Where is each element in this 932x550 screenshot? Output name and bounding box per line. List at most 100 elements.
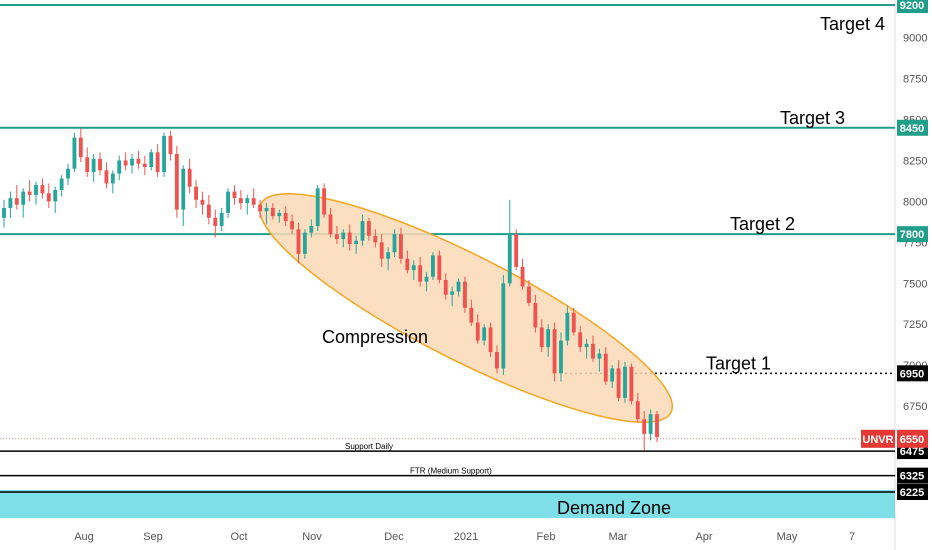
candle-body — [610, 368, 615, 382]
candles-group — [2, 127, 659, 451]
compression-label: Compression — [322, 327, 428, 347]
price-tag-label: 6225 — [900, 487, 924, 499]
candle-body — [366, 221, 371, 236]
candle-body — [514, 234, 519, 267]
y-tick-label: 9000 — [903, 33, 927, 45]
candle-body — [181, 168, 186, 210]
candle-body — [392, 234, 397, 253]
candle-body — [501, 283, 506, 369]
x-tick-label: Nov — [302, 531, 322, 543]
candle-body — [315, 188, 320, 226]
candle-body — [443, 280, 448, 295]
candle-body — [110, 173, 115, 184]
x-tick-label: Mar — [609, 531, 628, 543]
candle-body — [463, 281, 467, 308]
candle-body — [584, 343, 589, 348]
candle-body — [14, 198, 19, 205]
candle-body — [72, 137, 77, 169]
candle-body — [322, 188, 327, 215]
price-tag-label: 8450 — [900, 123, 924, 135]
candle-body — [2, 207, 6, 218]
candle-body — [136, 158, 141, 164]
x-tick-label: Apr — [695, 531, 712, 543]
candle-body — [565, 312, 570, 341]
price-tag-6225 — [897, 484, 928, 500]
y-tick-label: 8750 — [903, 74, 927, 86]
candle-body — [347, 232, 352, 244]
y-tick-label: 6750 — [903, 401, 927, 413]
candle-body — [431, 255, 435, 277]
y-tick-label: 7500 — [903, 278, 927, 290]
x-tick-label: 2021 — [454, 531, 478, 543]
candle-body — [53, 189, 58, 202]
candle-body — [642, 419, 647, 434]
symbol-tag-label: UNVR — [862, 434, 893, 446]
candle-body — [629, 366, 634, 402]
levels-group — [0, 4, 895, 493]
candle-body — [386, 252, 391, 259]
candle-body — [309, 225, 314, 233]
candle-body — [91, 158, 96, 172]
symbol-tag — [861, 429, 895, 448]
candle-body — [213, 217, 218, 226]
candle-body — [187, 168, 192, 187]
target-1-label: Target 1 — [706, 353, 771, 373]
candle-body — [603, 353, 608, 382]
candle-body — [482, 327, 487, 341]
candle-body — [264, 207, 269, 212]
candle-body — [8, 198, 13, 208]
candle-body — [302, 232, 307, 254]
candle-body — [373, 235, 378, 243]
candle-body — [616, 368, 621, 398]
y-tick-label: 7250 — [903, 319, 927, 331]
candle-body — [591, 343, 595, 359]
candle-body — [296, 229, 301, 254]
candle-body — [59, 178, 64, 190]
candle-body — [495, 352, 499, 369]
y-axis-ticks: 6750700072507500775080008250850087509000 — [903, 33, 927, 413]
candle-body — [174, 153, 179, 210]
candle-body — [162, 135, 166, 172]
candle-body — [424, 276, 429, 282]
candle-body — [258, 204, 262, 212]
x-tick-label: Dec — [384, 531, 404, 543]
candle-body — [155, 152, 160, 172]
candle-body — [379, 242, 384, 259]
compression-ellipse — [258, 193, 674, 423]
candle-body — [546, 329, 551, 348]
target-3-label: Target 3 — [780, 108, 845, 128]
candle-body — [104, 170, 109, 184]
candle-body — [507, 234, 512, 284]
candle-body — [27, 191, 32, 195]
candle-body — [539, 327, 544, 348]
candle-body — [219, 212, 224, 226]
price-tags: 9200 8450 7800 6950 6475 6325 6225 UNVR 6550 — [0, 0, 928, 500]
candle-body — [226, 191, 230, 213]
candle-body — [245, 198, 250, 204]
price-tag-7800 — [897, 226, 928, 243]
candle-body — [277, 212, 282, 217]
candle-body — [334, 234, 339, 240]
current-price-label: 6550 — [900, 434, 924, 446]
candle-body — [475, 322, 480, 341]
demand-zone-label: Demand Zone — [557, 498, 671, 518]
candle-body — [238, 198, 243, 204]
candle-body — [46, 193, 51, 202]
candle-body — [488, 327, 493, 353]
candle-body — [328, 214, 333, 235]
candle-body — [635, 401, 640, 420]
price-tag-6950 — [897, 365, 928, 382]
candle-body — [283, 212, 288, 222]
candle-body — [66, 168, 70, 179]
demand-zone-rect — [0, 490, 895, 518]
x-axis-ticks: Aug Sep Oct Nov Dec 2021 Feb Mar Apr May 7 — [74, 531, 855, 543]
candle-body — [578, 332, 583, 348]
candle-body — [78, 137, 83, 158]
price-tag-label: 9200 — [900, 0, 924, 12]
x-tick-label: May — [777, 531, 798, 543]
candle-body — [571, 312, 576, 333]
x-tick-label: Oct — [230, 531, 247, 543]
ftr-label: FTR (Medium Support) — [410, 467, 492, 476]
x-tick-label: 7 — [849, 531, 855, 543]
